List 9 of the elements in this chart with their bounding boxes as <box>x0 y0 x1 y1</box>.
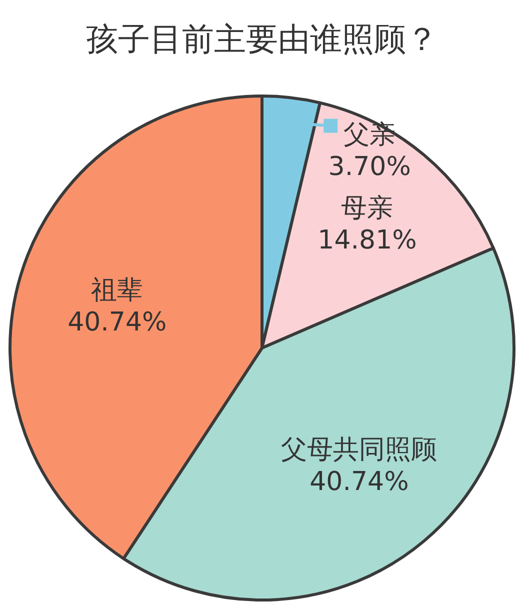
data-label: 40.74% <box>310 466 409 497</box>
slice-label: 母亲 <box>341 193 394 224</box>
slice-label: 祖辈 <box>91 276 144 306</box>
data-label: 40.74% <box>68 308 167 338</box>
legend-label: 父亲 <box>344 120 396 150</box>
data-label: 14.81% <box>318 225 417 256</box>
chart-title: 孩子目前主要由谁照顾？ <box>86 20 438 58</box>
slice-label: 父母共同照顾 <box>281 434 438 465</box>
data-label: 3.70% <box>328 152 411 182</box>
